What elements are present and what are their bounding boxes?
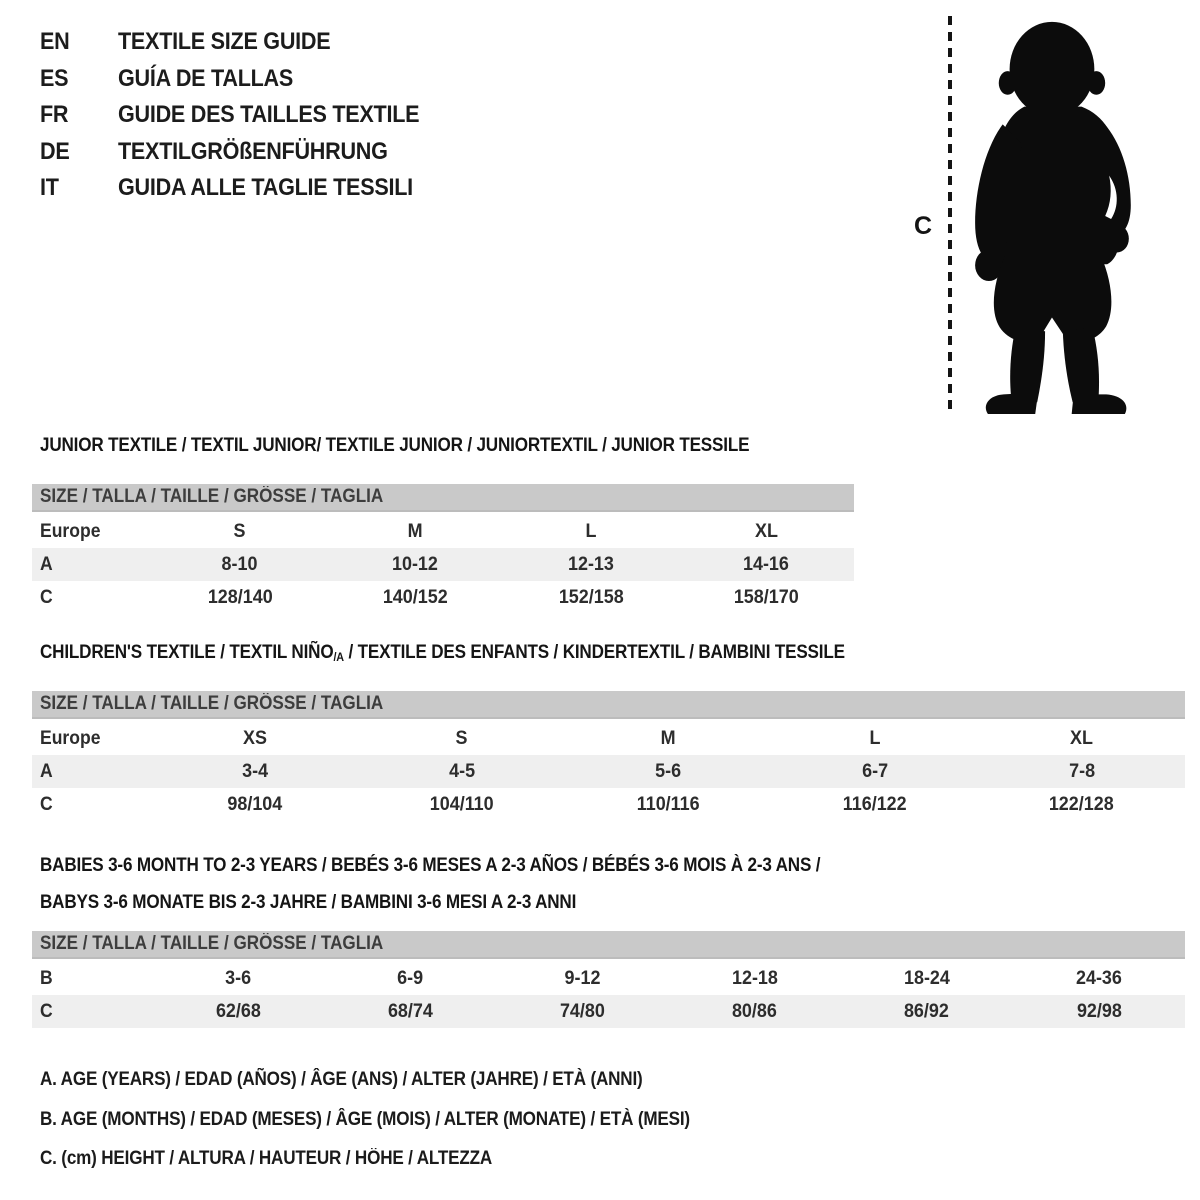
row-label: B	[40, 967, 53, 989]
table-row-height: C 62/68 68/74 74/80 80/86 86/92 92/98	[32, 995, 1185, 1028]
size-cell: 6-9	[397, 967, 424, 989]
size-cell: XL	[754, 520, 778, 542]
height-dashed-line	[948, 16, 952, 416]
language-row-fr: FR GUIDE DES TAILLES TEXTILE	[40, 97, 453, 134]
size-cell: 3-6	[225, 967, 252, 989]
row-label: A	[40, 553, 53, 575]
language-title: TEXTILGRÖßENFÜHRUNG	[118, 137, 388, 165]
language-code: ES	[40, 64, 69, 92]
height-measure-label: C	[914, 212, 933, 240]
size-cell: 128/140	[207, 586, 273, 608]
size-cell: 9-12	[564, 967, 601, 989]
children-section-title: CHILDREN'S TEXTILE / TEXTIL NIÑO/A / TEX…	[40, 642, 845, 664]
language-code: DE	[40, 137, 70, 165]
table-row-age: A 3-4 4-5 5-6 6-7 7-8	[32, 755, 1185, 788]
size-cell: 98/104	[227, 793, 283, 815]
row-label: C	[40, 1000, 53, 1022]
table-row-europe: Europe XS S M L XL	[32, 722, 1185, 755]
size-cell: 4-5	[448, 760, 475, 782]
size-cell: L	[869, 727, 881, 749]
size-cell: 74/80	[559, 1000, 605, 1022]
row-label: Europe	[40, 727, 101, 749]
table-row-height: C 128/140 140/152 152/158 158/170	[32, 581, 854, 614]
size-cell: L	[585, 520, 597, 542]
language-code: FR	[40, 101, 69, 129]
size-cell: M	[661, 727, 676, 749]
size-cell: 68/74	[387, 1000, 433, 1022]
size-cell: 110/116	[637, 793, 700, 815]
children-size-table: SIZE / TALLA / TAILLE / GRÖSSE / TAGLIA …	[32, 691, 1185, 821]
row-label: Europe	[40, 520, 101, 542]
language-row-de: DE TEXTILGRÖßENFÜHRUNG	[40, 134, 453, 171]
junior-size-table: SIZE / TALLA / TAILLE / GRÖSSE / TAGLIA …	[32, 484, 854, 614]
size-cell: 92/98	[1076, 1000, 1122, 1022]
legend-line-height-cm: C. (cm) HEIGHT / ALTURA / HAUTEUR / HÖHE…	[40, 1148, 493, 1169]
table-row-months: B 3-6 6-9 9-12 12-18 18-24 24-36	[32, 962, 1185, 995]
legend: A. AGE (YEARS) / EDAD (AÑOS) / ÂGE (ANS)…	[40, 1060, 762, 1179]
language-title: TEXTILE SIZE GUIDE	[118, 28, 331, 56]
junior-section-title: JUNIOR TEXTILE / TEXTIL JUNIOR/ TEXTILE …	[40, 435, 750, 456]
size-cell: 8-10	[221, 553, 258, 575]
size-cell: XS	[243, 727, 268, 749]
row-label: C	[40, 586, 53, 608]
table-row-height: C 98/104 104/110 110/116 116/122 122/128	[32, 788, 1185, 821]
size-cell: 140/152	[382, 586, 448, 608]
title-subscript: /A	[333, 650, 344, 664]
size-table-header: SIZE / TALLA / TAILLE / GRÖSSE / TAGLIA	[32, 691, 1185, 719]
size-cell: 18-24	[903, 967, 950, 989]
size-cell: 152/158	[558, 586, 624, 608]
size-table-header: SIZE / TALLA / TAILLE / GRÖSSE / TAGLIA	[32, 484, 854, 512]
size-cell: 12-18	[731, 967, 778, 989]
table-row-age: A 8-10 10-12 12-13 14-16	[32, 548, 854, 581]
language-row-it: IT GUIDA ALLE TAGLIE TESSILI	[40, 170, 453, 207]
size-cell: XL	[1070, 727, 1094, 749]
size-cell: 86/92	[904, 1000, 950, 1022]
size-cell: 24-36	[1075, 967, 1122, 989]
size-cell: 80/86	[732, 1000, 778, 1022]
size-cell: M	[407, 520, 423, 542]
legend-line-age-months: B. AGE (MONTHS) / EDAD (MESES) / ÂGE (MO…	[40, 1108, 690, 1130]
row-label: C	[40, 793, 53, 815]
size-cell: 5-6	[655, 760, 682, 782]
language-code: IT	[40, 174, 59, 202]
size-cell: 3-4	[242, 760, 269, 782]
language-title: GUÍA DE TALLAS	[118, 64, 294, 92]
row-label: A	[40, 760, 53, 782]
size-cell: 104/110	[429, 793, 494, 815]
size-cell: 10-12	[392, 553, 439, 575]
size-cell: 158/170	[733, 586, 799, 608]
size-cell: S	[233, 520, 246, 542]
language-row-en: EN TEXTILE SIZE GUIDE	[40, 24, 453, 61]
size-cell: 7-8	[1068, 760, 1095, 782]
table-row-europe: Europe S M L XL	[32, 515, 854, 548]
language-code: EN	[40, 28, 70, 56]
size-cell: 116/122	[843, 793, 908, 815]
language-title: GUIDE DES TAILLES TEXTILE	[118, 101, 420, 129]
size-cell: 62/68	[215, 1000, 261, 1022]
babies-section-title: BABIES 3-6 MONTH TO 2-3 YEARS / BEBÉS 3-…	[40, 855, 821, 913]
size-cell: 6-7	[862, 760, 889, 782]
size-table-header: SIZE / TALLA / TAILLE / GRÖSSE / TAGLIA	[32, 931, 1185, 959]
legend-line-age-years: A. AGE (YEARS) / EDAD (AÑOS) / ÂGE (ANS)…	[40, 1069, 643, 1090]
size-cell: S	[455, 727, 468, 749]
size-cell: 14-16	[743, 553, 790, 575]
language-row-es: ES GUÍA DE TALLAS	[40, 61, 453, 98]
size-cell: 12-13	[567, 553, 614, 575]
toddler-silhouette-icon	[975, 21, 1131, 415]
babies-size-table: SIZE / TALLA / TAILLE / GRÖSSE / TAGLIA …	[32, 931, 1185, 1028]
language-title: GUIDA ALLE TAGLIE TESSILI	[118, 174, 413, 202]
size-cell: 122/128	[1049, 793, 1115, 815]
language-list: EN TEXTILE SIZE GUIDE ES GUÍA DE TALLAS …	[40, 24, 453, 207]
